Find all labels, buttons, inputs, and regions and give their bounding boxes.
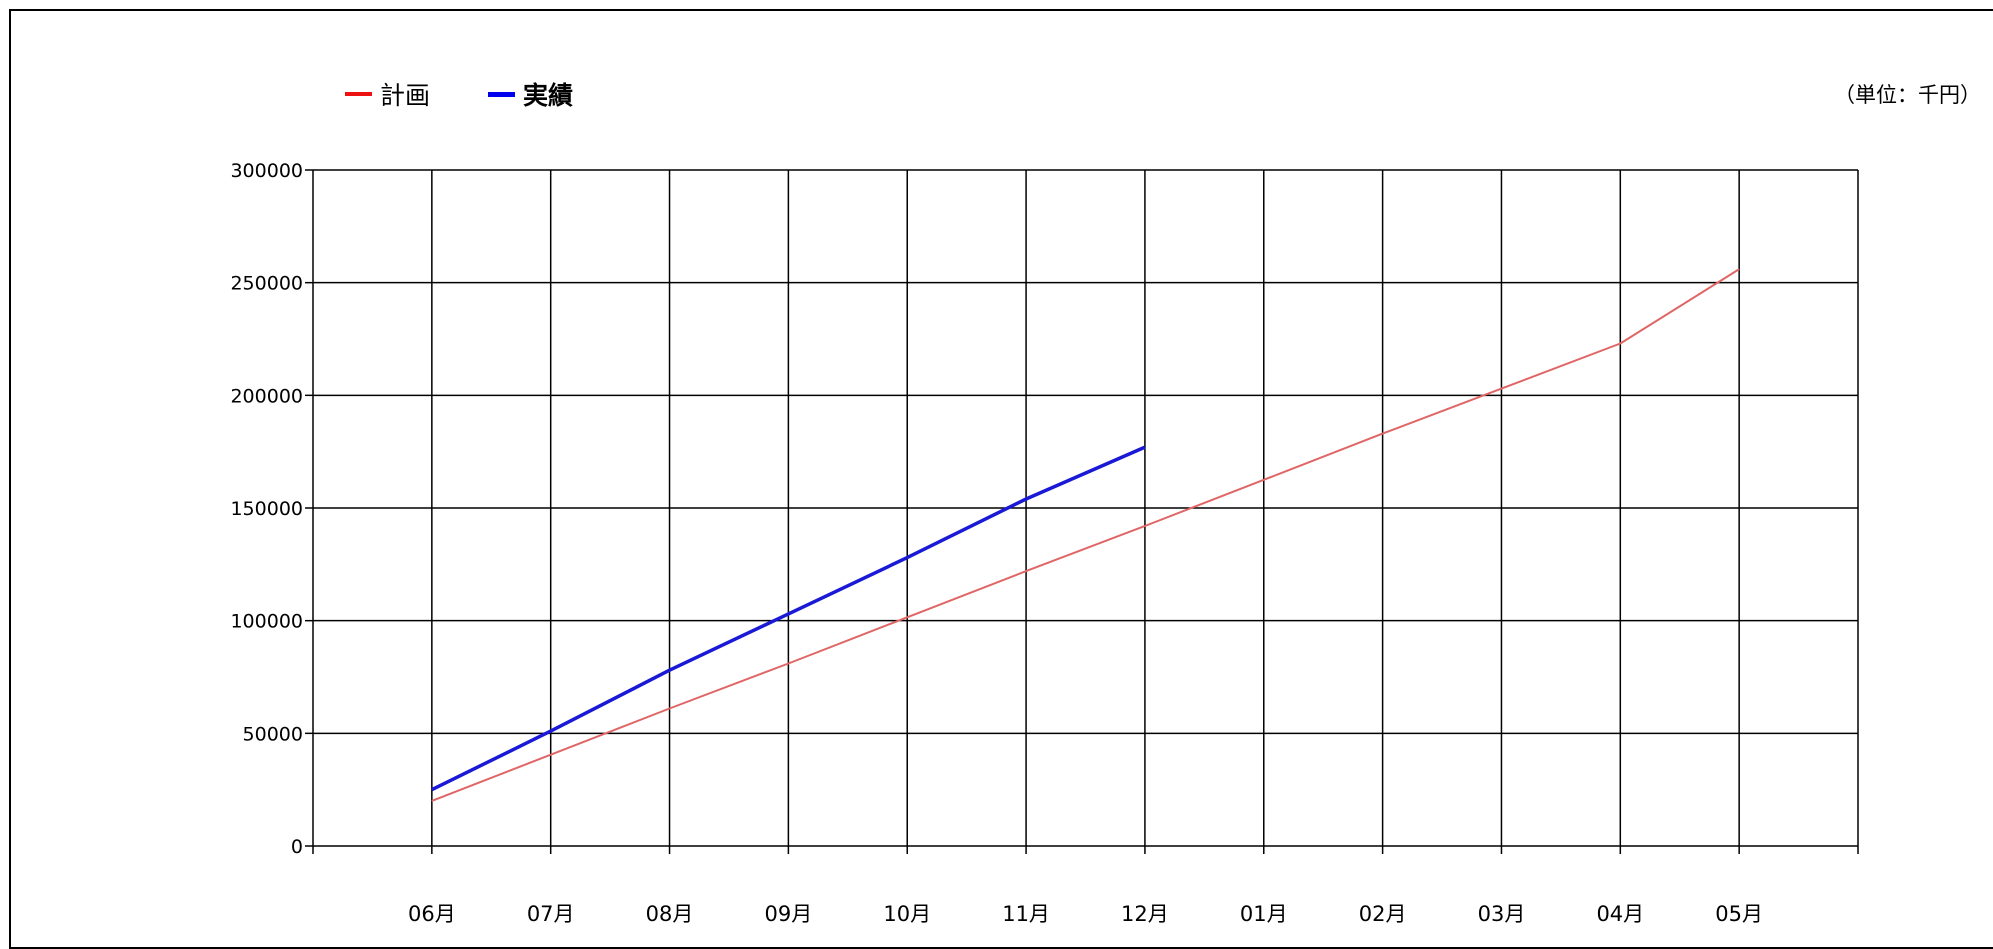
legend-item-actual: 実績	[488, 76, 573, 112]
legend-swatch-plan	[345, 92, 372, 96]
x-tick-label: 10月	[883, 902, 931, 926]
legend-label-actual: 実績	[523, 81, 574, 110]
legend-item-plan: 計画	[345, 76, 430, 112]
y-tick-label: 300000	[230, 160, 303, 182]
legend-swatch-actual	[488, 91, 516, 97]
legend-label-plan: 計画	[380, 81, 431, 110]
x-tick-label: 12月	[1121, 902, 1169, 926]
chart-frame	[9, 9, 1993, 949]
y-tick-label: 250000	[230, 273, 303, 295]
series-line-actual	[431, 445, 1146, 792]
x-tick-label: 04月	[1596, 902, 1644, 926]
x-tick-label: 08月	[646, 902, 694, 926]
legend: 計画 実績	[345, 76, 573, 112]
x-tick-label: 05月	[1715, 902, 1763, 926]
y-tick-label: 50000	[243, 723, 303, 745]
y-tick-label: 100000	[230, 611, 303, 633]
x-tick-label: 01月	[1240, 902, 1288, 926]
series-line-plan	[431, 268, 1740, 802]
x-tick-label: 09月	[765, 902, 813, 926]
y-tick-label: 200000	[230, 385, 303, 407]
unit-label: （単位：千円）	[1834, 83, 1981, 107]
x-tick-label: 02月	[1359, 902, 1407, 926]
x-tick-label: 03月	[1478, 902, 1526, 926]
x-tick-label: 06月	[408, 902, 456, 926]
y-tick-label: 150000	[230, 498, 303, 520]
x-tick-label: 07月	[527, 902, 575, 926]
y-tick-label: 0	[291, 836, 303, 858]
x-tick-label: 11月	[1002, 902, 1050, 926]
